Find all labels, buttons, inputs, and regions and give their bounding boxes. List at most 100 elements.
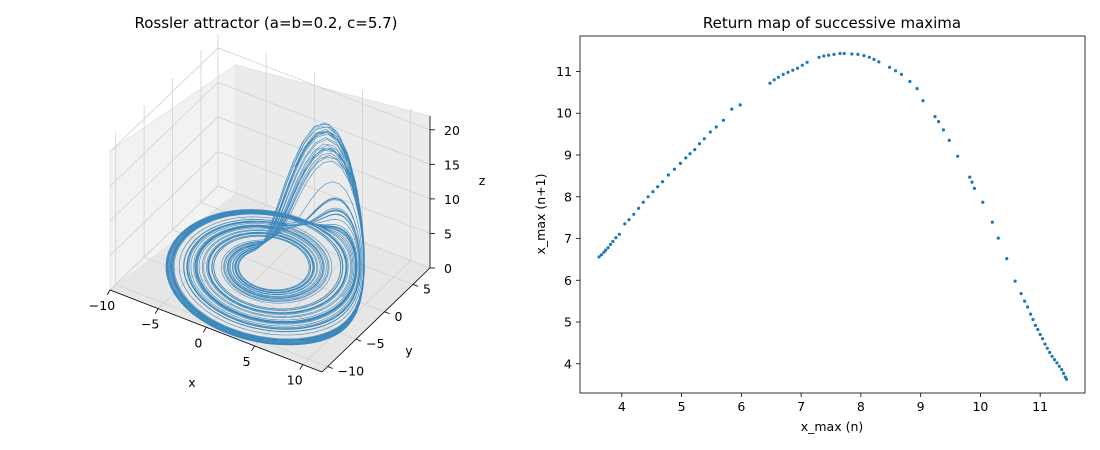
scatter-point xyxy=(1064,377,1069,381)
y-tick-mark-3d xyxy=(327,366,333,369)
scatter-point xyxy=(627,218,631,222)
scatter-point xyxy=(838,51,842,56)
scatter-point xyxy=(702,137,706,141)
scatter-point xyxy=(862,54,866,58)
scatter-point xyxy=(1060,368,1064,372)
scatter-point xyxy=(921,99,925,103)
y-tick-label: 9 xyxy=(564,148,572,163)
scatter-point xyxy=(606,246,610,250)
x-axis-label-2d: x_max (n) xyxy=(801,419,864,434)
scatter-point xyxy=(660,180,665,184)
grid-line xyxy=(200,202,414,285)
scatter-point xyxy=(646,195,650,199)
scatter-point xyxy=(786,70,790,74)
grid-3d xyxy=(109,34,431,367)
y-tick-label-3d: 5 xyxy=(423,281,431,296)
scatter-point xyxy=(1052,358,1057,362)
y-tick-mark-3d xyxy=(384,311,390,315)
x-tick-mark-3d xyxy=(154,308,159,314)
scatter-point xyxy=(1043,342,1047,346)
scatter-point xyxy=(641,200,645,204)
y-tick-label: 4 xyxy=(564,356,572,371)
x-tick-label: 4 xyxy=(618,399,626,414)
return-map-title: Return map of successive maxima xyxy=(703,14,961,32)
y-tick-mark-3d xyxy=(355,338,362,342)
scatter-point xyxy=(899,72,904,76)
scatter-point xyxy=(776,75,781,79)
y-tick-label: 5 xyxy=(564,315,572,330)
z-tick-label-3d: 0 xyxy=(444,261,452,276)
scatter-point xyxy=(1061,371,1066,375)
scatter-point xyxy=(693,148,697,152)
scatter-point xyxy=(1013,279,1017,283)
scatter-points xyxy=(597,51,1069,381)
y-tick-label: 10 xyxy=(556,106,572,121)
scatter-point xyxy=(856,52,860,57)
x-tick-label: 5 xyxy=(678,399,686,414)
scatter-point xyxy=(972,186,977,190)
grid-line xyxy=(109,82,219,187)
scatter-point xyxy=(768,81,772,85)
z-axis-label-3d: z xyxy=(479,173,486,188)
scatter-point xyxy=(772,78,776,82)
z-tick-label-3d: 15 xyxy=(444,157,460,172)
x-tick-label: 7 xyxy=(797,399,805,414)
grid-line xyxy=(217,151,431,234)
scatter-point xyxy=(599,253,604,257)
scatter-point xyxy=(970,180,974,184)
plot-frame xyxy=(579,35,1086,394)
scatter-point xyxy=(637,206,641,210)
scatter-point xyxy=(666,173,671,177)
return-map-panel: Return map of successive maxima 4 5 6 7 8 9 10… xyxy=(533,14,1086,434)
scatter-point xyxy=(688,152,692,156)
y-tick-mark-3d xyxy=(412,284,419,287)
grid-line xyxy=(109,151,219,256)
scatter-point xyxy=(1023,299,1027,303)
trajectory-line xyxy=(165,122,365,346)
scatter-point xyxy=(842,51,846,56)
y-tick-label-3d: 0 xyxy=(395,309,403,324)
scatter-point xyxy=(738,103,742,107)
y-tick-label: 7 xyxy=(564,231,572,246)
scatter-point xyxy=(915,87,919,91)
scatter-point xyxy=(908,79,912,84)
grid-line xyxy=(217,116,431,200)
scatter-point xyxy=(684,156,688,160)
scatter-point xyxy=(800,63,804,67)
scatter-point xyxy=(611,239,615,243)
grid-line xyxy=(109,47,219,153)
scatter-point xyxy=(791,68,795,72)
z-tick-label-3d: 20 xyxy=(444,123,460,138)
scatter-point xyxy=(730,107,734,111)
scatter-point xyxy=(827,53,831,57)
y-tick-label: 11 xyxy=(556,64,572,79)
scatter-point xyxy=(1048,350,1052,355)
scatter-point xyxy=(656,185,660,189)
scatter-point xyxy=(981,200,985,204)
x-tick-mark-3d xyxy=(203,327,207,333)
scatter-point xyxy=(632,212,636,216)
scatter-point xyxy=(1055,361,1059,365)
scatter-point xyxy=(832,52,836,57)
scatter-point xyxy=(805,60,809,64)
grid-line xyxy=(109,116,219,222)
scatter-point xyxy=(996,236,1000,240)
y-tick-label-3d: −5 xyxy=(366,336,384,351)
y-tick-label: 8 xyxy=(564,189,572,204)
x-tick-mark-3d xyxy=(106,289,111,296)
x-tick-mark-3d xyxy=(251,345,255,352)
x-tick-label: 9 xyxy=(917,399,925,414)
scatter-point xyxy=(1026,305,1030,309)
y-tick-label-3d: −10 xyxy=(338,364,364,379)
scatter-point xyxy=(597,255,601,259)
scatter-point xyxy=(602,250,606,254)
scatter-point xyxy=(623,222,627,226)
x-tick-label-3d: 10 xyxy=(287,373,303,388)
y-axis-line xyxy=(321,267,431,373)
scatter-point xyxy=(888,65,892,69)
scatter-point xyxy=(781,72,785,76)
scatter-point xyxy=(990,220,995,224)
scatter-point xyxy=(1029,312,1033,316)
